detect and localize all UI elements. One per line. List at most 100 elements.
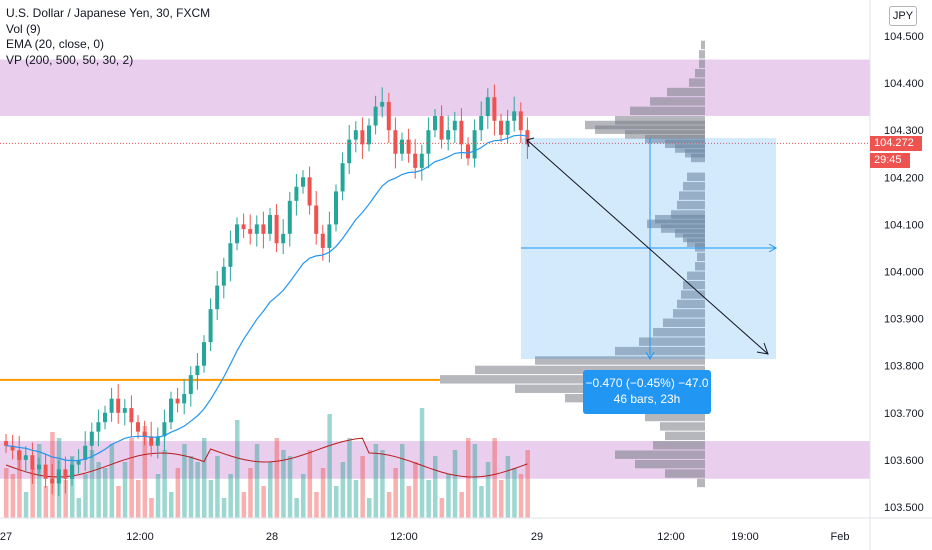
vp-histogram-bar xyxy=(639,337,705,346)
price-tick-label: 104.500 xyxy=(884,31,924,43)
vp-histogram-bar xyxy=(615,116,705,125)
volume-bar xyxy=(215,456,220,518)
candle-body xyxy=(426,130,431,154)
vp-histogram-bar xyxy=(615,346,705,356)
candle-body xyxy=(241,224,246,230)
candle-body xyxy=(281,233,286,244)
vp-histogram-bar xyxy=(673,309,705,318)
vp-histogram-bar xyxy=(679,191,705,200)
volume-bar xyxy=(446,474,451,518)
symbol-title[interactable]: U.S. Dollar / Japanese Yen, 30, FXCM xyxy=(6,6,211,20)
volume-indicator-label[interactable]: Vol (9) xyxy=(6,21,41,36)
vp-histogram-bar xyxy=(683,182,705,191)
volume-bar xyxy=(327,414,332,518)
volume-bar xyxy=(301,474,306,518)
bar-countdown: 29:45 xyxy=(870,153,910,168)
candle-body xyxy=(446,130,451,140)
volume-bar xyxy=(419,408,425,518)
candle-body xyxy=(307,177,312,206)
candle-body xyxy=(472,130,477,159)
volume-bar xyxy=(83,474,88,518)
volume-bar xyxy=(386,492,392,518)
vp-histogram-bar xyxy=(697,252,705,262)
volume-bar xyxy=(254,444,260,518)
volume-bar xyxy=(235,420,240,518)
candle-body xyxy=(235,224,239,244)
volume-bar xyxy=(485,462,491,518)
volume-bar xyxy=(380,450,385,518)
candle-body xyxy=(525,130,530,145)
candle-body xyxy=(380,101,385,107)
currency-button[interactable]: JPY xyxy=(889,6,917,26)
volume-bar xyxy=(129,438,134,518)
volume-bar xyxy=(109,444,115,518)
volume-bar xyxy=(89,450,95,518)
candle-body xyxy=(360,130,365,145)
candle-body xyxy=(116,398,121,413)
last-price-tag: 104.272 xyxy=(870,136,922,151)
volume-bar xyxy=(202,438,207,518)
vp-histogram-bar xyxy=(677,299,705,309)
candle-body xyxy=(320,233,325,248)
volume-bar xyxy=(122,462,128,518)
volume-bar xyxy=(175,468,181,518)
vp-histogram-bar xyxy=(630,106,705,116)
candle-body xyxy=(314,205,319,234)
volume-bar xyxy=(459,492,464,518)
volume-bar xyxy=(367,498,372,518)
candle-body xyxy=(466,144,470,159)
volume-bar xyxy=(221,498,227,518)
candle-body xyxy=(37,464,41,470)
time-tick-label: 12:00 xyxy=(390,531,418,543)
volume-bar xyxy=(294,498,299,518)
ema-indicator-label[interactable]: EMA (20, close, 0) xyxy=(6,37,105,51)
vp-histogram-bar xyxy=(687,172,705,182)
trend-arrow-tail xyxy=(526,137,535,148)
price-tick-label: 104.000 xyxy=(884,267,924,279)
volume-bar xyxy=(347,438,352,518)
candle-body xyxy=(301,177,305,187)
candle-body xyxy=(274,214,279,244)
vp-histogram-bar xyxy=(689,78,705,87)
volume-bar xyxy=(334,486,339,518)
vp-histogram-bar xyxy=(625,130,705,139)
volume-bar xyxy=(228,474,233,518)
vp-histogram-bar xyxy=(660,422,705,431)
vp-indicator-label[interactable]: VP (200, 500, 50, 30, 2) xyxy=(6,52,134,67)
vp-histogram-bar xyxy=(687,271,705,280)
candle-body xyxy=(221,266,226,286)
candle-body xyxy=(76,459,81,465)
candle-body xyxy=(70,464,74,479)
price-tick-label: 103.800 xyxy=(884,361,924,373)
candle-body xyxy=(109,398,114,413)
volume-bar xyxy=(182,444,187,518)
volume-bar xyxy=(314,492,319,518)
vp-histogram-bar xyxy=(645,412,705,422)
vp-histogram-bar xyxy=(650,97,705,106)
volume-bar xyxy=(492,438,497,518)
volume-bar xyxy=(261,486,266,518)
measure-change: −0.470 (−0.45%) −47.0 xyxy=(585,376,709,390)
vp-histogram-bar xyxy=(687,238,705,247)
vp-histogram-bar xyxy=(671,210,705,219)
candle-body xyxy=(353,130,358,140)
vp-histogram-bar xyxy=(585,120,705,130)
vp-histogram-bar xyxy=(645,134,705,144)
candle-body xyxy=(202,342,206,366)
candle-body xyxy=(367,125,371,145)
vp-value-area-zone xyxy=(0,441,870,479)
candle-body xyxy=(248,229,253,234)
candle-body xyxy=(17,450,22,460)
candle-body xyxy=(149,436,154,446)
candle-body xyxy=(4,441,8,446)
candle-body xyxy=(261,224,266,234)
volume-bar xyxy=(149,498,154,518)
volume-bar xyxy=(472,444,478,518)
trend-arrow-head xyxy=(756,342,769,355)
volume-bar xyxy=(96,462,101,518)
vp-histogram-bar xyxy=(667,87,705,97)
volume-bar xyxy=(268,462,273,518)
candle-body xyxy=(406,139,411,154)
price-tick-label: 103.500 xyxy=(884,502,924,514)
